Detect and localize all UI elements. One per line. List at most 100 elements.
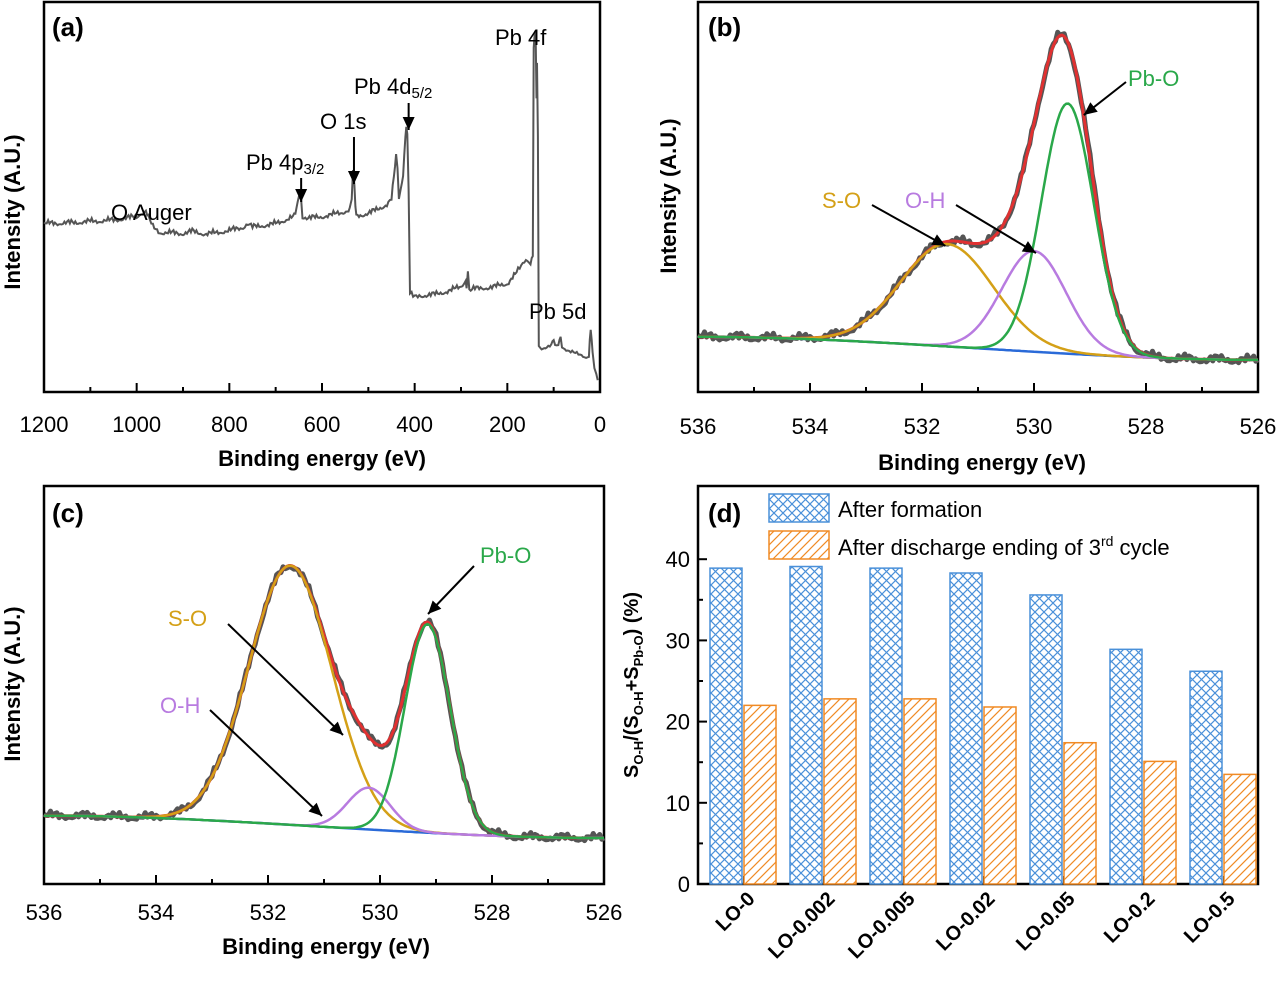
bar-after-discharge-lo-0.2: [1143, 760, 1177, 885]
panel-d-ytick-label: 10: [666, 791, 690, 816]
annotation-b-pb-o: Pb-O: [1128, 66, 1179, 91]
c-o-h-arrow-shaft: [209, 709, 323, 817]
annotation-o-auger: O Auger: [111, 200, 192, 225]
bar-after-discharge-lo-0.005: [903, 698, 937, 885]
bar-after-formation-lo-0.5: [1189, 670, 1223, 885]
panel-b-peak-pb-o: [698, 102, 1258, 362]
legend-label-after-formation: After formation: [838, 497, 982, 522]
panel-b-tick-label: 536: [680, 414, 717, 439]
panel-d-ytick-label: 20: [666, 710, 690, 735]
annotation-b-o-h: O-H: [905, 188, 945, 213]
annotation-o-1s: O 1s: [320, 109, 366, 134]
category-label-lo-0: LO-0: [712, 888, 760, 936]
annotation-pb-4p: Pb 4p3/2: [246, 150, 324, 178]
panel-b-xlabel: Binding energy (eV): [878, 450, 1086, 475]
panel-c-curves: [42, 563, 606, 844]
panel-b-tick-label: 532: [904, 414, 941, 439]
panel-d-bars: [709, 565, 1257, 885]
panel-a-x-axis: 1200 1000 800 600 400 200 0: [20, 383, 606, 437]
bar-after-discharge-lo-0.05: [1063, 741, 1097, 885]
panel-c-label: (c): [52, 498, 84, 528]
bar-after-formation-lo-0.02: [949, 572, 983, 885]
panel-a-xlabel: Binding energy (eV): [218, 446, 426, 471]
panel-c-o1s-discharge: (c) Intensity (A.U.) Binding energy (eV)…: [0, 484, 622, 959]
panel-d-ytick-label: 40: [666, 547, 690, 572]
annotation-pb-5d: Pb 5d: [529, 299, 587, 324]
bar-after-formation-lo-0: [709, 567, 743, 885]
o-1s-arrow: [347, 137, 360, 184]
panel-b-ylabel: Intensity (A.U.): [656, 118, 681, 273]
panel-b-tick-label: 526: [1240, 414, 1277, 439]
category-label-lo-0.002: LO-0.002: [764, 888, 839, 963]
panel-a-ylabel: Intensity (A.U.): [0, 134, 25, 289]
panel-c-envelope-line: [43, 563, 604, 840]
legend-swatch-after-discharge: [768, 530, 830, 560]
panel-b-label: (b): [708, 12, 741, 42]
panel-b-o1s-formation: (b) Intensity (A.U.) Binding energy (eV)…: [656, 0, 1277, 475]
c-s-o-arrow-shaft: [227, 623, 344, 736]
panel-c-x-axis: 536 534 532 530 528 526: [26, 875, 622, 925]
panel-c-tick-label: 534: [138, 900, 175, 925]
b-o-h-arrow-head: [1021, 241, 1036, 254]
c-o-h-arrow-head: [308, 802, 322, 816]
panel-d-legend: After formation After discharge ending o…: [768, 493, 1170, 560]
panel-a-label: (a): [52, 12, 84, 42]
panel-c-tick-label: 528: [474, 900, 511, 925]
panel-d-category-labels: LO-0 LO-0.002 LO-0.005 LO-0.02 LO-0.05 LO-0.2…: [712, 888, 1240, 963]
category-label-lo-0.5: LO-0.5: [1180, 888, 1240, 948]
bar-after-discharge-lo-0: [743, 704, 777, 885]
panel-d-ytick-label: 30: [666, 628, 690, 653]
panel-c-xlabel: Binding energy (eV): [222, 934, 430, 959]
o-1s-arrow-head: [347, 171, 360, 184]
annotation-b-s-o: S-O: [822, 188, 861, 213]
panel-c-annotation-arrows: [209, 565, 475, 817]
b-pb-o-arrow-head: [1083, 102, 1098, 116]
panel-c-peak-s-o: [43, 564, 604, 840]
bar-after-discharge-lo-0.002: [823, 698, 857, 885]
panel-b-tick-label: 530: [1016, 414, 1053, 439]
c-pb-o-arrow-head: [428, 600, 442, 614]
panel-c-raw-data-line: [42, 564, 606, 844]
panel-b-tick-label: 534: [792, 414, 829, 439]
panel-c-ylabel: Intensity (A.U.): [0, 606, 25, 761]
annotation-c-pb-o: Pb-O: [480, 543, 531, 568]
pb-4d-arrow: [402, 103, 415, 130]
panel-a-tick-label: 400: [396, 412, 433, 437]
panel-a-tick-label: 0: [594, 412, 606, 437]
panel-d-label: (d): [708, 498, 741, 528]
bar-after-formation-lo-0.002: [789, 565, 823, 885]
panel-b-frame: [696, 0, 1260, 394]
pb-4p-arrow: [295, 178, 308, 202]
b-o-h-arrow-shaft: [955, 204, 1037, 254]
bar-after-discharge-lo-0.02: [983, 706, 1017, 885]
category-label-lo-0.05: LO-0.05: [1012, 888, 1079, 955]
pb-4p-arrow-head: [295, 189, 308, 202]
b-s-o-arrow-shaft: [871, 204, 946, 247]
panel-a-spectrum-line: [43, 30, 599, 381]
annotation-c-s-o: S-O: [168, 606, 207, 631]
c-s-o-arrow-head: [329, 721, 343, 735]
panel-d-bar-chart: (d) SO-H/(SO-H+SPb-O) (%) 0 10 20 30 40 LO-0…: [621, 484, 1260, 963]
bar-after-formation-lo-0.005: [869, 567, 903, 885]
legend-label-after-discharge: After discharge ending of 3rd cycle: [838, 533, 1170, 560]
panel-b-tick-label: 528: [1128, 414, 1165, 439]
panel-a-frame: [42, 0, 602, 394]
b-s-o-arrow-head: [931, 234, 946, 246]
panel-d-ytick-label: 0: [678, 872, 690, 897]
annotation-pb-4f: Pb 4f: [495, 25, 547, 50]
panel-b-x-axis: 536 534 532 530 528 526: [680, 383, 1277, 439]
panel-b-curves: [696, 29, 1260, 366]
bar-after-formation-lo-0.05: [1029, 594, 1063, 885]
panel-c-tick-label: 536: [26, 900, 63, 925]
panel-a-survey-spectrum: (a) Intensity (A.U.) Binding energy (eV)…: [0, 0, 606, 471]
panel-a-tick-label: 200: [489, 412, 526, 437]
legend-swatch-after-formation: [768, 493, 830, 523]
category-label-lo-0.02: LO-0.02: [932, 888, 999, 955]
panel-a-tick-label: 1200: [20, 412, 69, 437]
panel-a-tick-label: 800: [211, 412, 248, 437]
pb-4d-arrow-head: [402, 117, 415, 130]
bar-after-discharge-lo-0.5: [1223, 773, 1257, 885]
panel-a-tick-label: 600: [304, 412, 341, 437]
category-label-lo-0.2: LO-0.2: [1100, 888, 1160, 948]
